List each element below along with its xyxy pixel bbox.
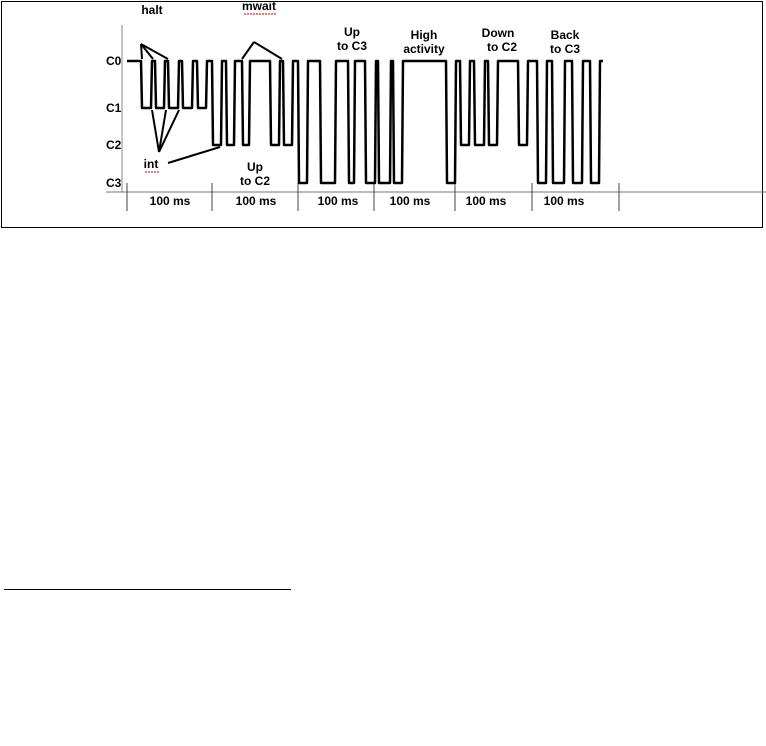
- annotation-up-to-c2-line1: Up: [247, 160, 263, 174]
- annotation-high-activity-line2: activity: [403, 42, 445, 56]
- annotation-int: int: [144, 157, 159, 171]
- annotation-up-to-c3-line1: Up: [344, 25, 360, 39]
- annotation-up-to-c2-line2: to C2: [240, 174, 270, 188]
- state-label-c3: C3: [106, 176, 122, 190]
- annotation-mwait: mwait: [242, 0, 276, 13]
- interval-label: 100 ms: [544, 194, 585, 208]
- state-label-c2: C2: [106, 138, 122, 152]
- halt-arrows: [140, 43, 169, 60]
- annotation-down-to-c2-line2: to C2: [487, 40, 517, 54]
- footnote-separator: [4, 589, 291, 590]
- c-state-waveform: [127, 59, 603, 185]
- interval-label: 100 ms: [466, 194, 507, 208]
- annotation-back-to-c3-line2: to C3: [550, 42, 580, 56]
- annotation-down-to-c2-line1: Down: [482, 26, 515, 40]
- figure-frame: [1, 1, 763, 228]
- interval-label: 100 ms: [318, 194, 359, 208]
- interval-ticks: [126, 183, 620, 211]
- interval-label: 100 ms: [236, 194, 277, 208]
- mwait-arrows: [241, 41, 283, 60]
- annotation-halt: halt: [141, 3, 162, 17]
- interval-label: 100 ms: [150, 194, 191, 208]
- interval-label: 100 ms: [390, 194, 431, 208]
- state-label-c0: C0: [106, 54, 122, 68]
- annotation-up-to-c3-line2: to C3: [337, 39, 367, 53]
- interval-labels: 100 ms 100 ms 100 ms 100 ms 100 ms 100 m…: [150, 194, 585, 208]
- annotation-back-to-c3-line1: Back: [551, 28, 580, 42]
- state-label-c1: C1: [106, 101, 122, 115]
- annotation-high-activity-line1: High: [411, 28, 438, 42]
- int-arrows: [151, 109, 221, 164]
